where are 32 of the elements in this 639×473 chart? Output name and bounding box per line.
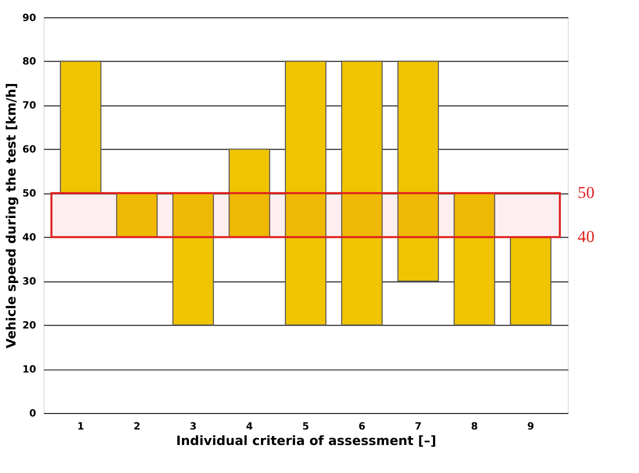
- bar: [116, 192, 158, 238]
- x-axis-title: Individual criteria of assessment [–]: [176, 434, 436, 450]
- bar: [510, 236, 552, 326]
- y-tick-label: 70: [22, 100, 36, 112]
- x-tick-label: 3: [190, 421, 197, 432]
- bar: [60, 60, 102, 194]
- bar: [172, 192, 214, 326]
- y-tick-label: 60: [22, 144, 36, 156]
- bar: [284, 60, 326, 326]
- x-tick-label: 4: [246, 421, 253, 432]
- bar: [454, 192, 496, 326]
- y-tick-label: 90: [22, 12, 36, 24]
- y-tick-label: 50: [22, 188, 36, 200]
- x-tick-label: 2: [133, 421, 140, 432]
- y-tick-label: 30: [22, 276, 36, 288]
- x-tick-label: 9: [527, 421, 534, 432]
- y-tick-label: 0: [29, 408, 36, 420]
- y-tick-label: 10: [22, 364, 36, 376]
- y-axis-title: Vehicle speed during the test [km/h]: [4, 82, 20, 348]
- x-tick-label: 8: [470, 421, 478, 432]
- bar: [341, 60, 383, 326]
- x-tick-label: 5: [302, 421, 310, 432]
- y-tick-label: 40: [22, 232, 36, 244]
- text: 50: [578, 183, 594, 202]
- bar: [228, 148, 270, 238]
- y-tick-label: 20: [22, 320, 36, 332]
- x-tick-label: 1: [77, 421, 84, 432]
- x-tick-label: 7: [414, 421, 422, 432]
- bar: [397, 60, 439, 282]
- x-tick-label: 6: [358, 421, 366, 432]
- text: 40: [578, 227, 594, 246]
- y-tick-label: 80: [22, 56, 36, 68]
